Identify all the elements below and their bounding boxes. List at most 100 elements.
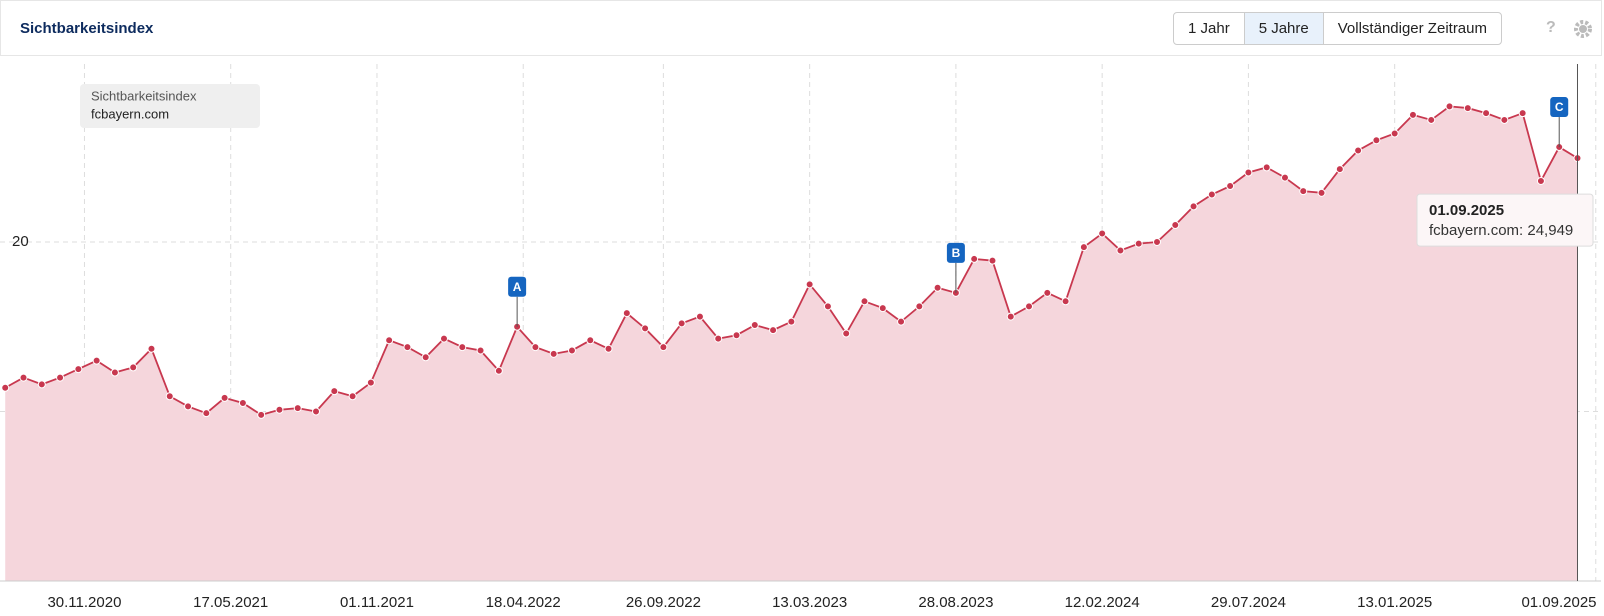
data-point <box>403 343 412 352</box>
data-point <box>293 404 302 413</box>
data-point <box>988 256 997 265</box>
data-point <box>439 334 448 343</box>
data-point <box>641 324 650 333</box>
data-point <box>659 343 668 352</box>
x-tick-label: 18.04.2022 <box>486 594 561 611</box>
data-point <box>421 353 430 362</box>
x-tick-label: 13.03.2023 <box>772 594 847 611</box>
data-point <box>878 304 887 313</box>
data-point <box>37 380 46 389</box>
legend-title: Sichtbarkeitsindex <box>91 88 197 103</box>
tooltip-text: fcbayern.com: 24,949 <box>1429 222 1573 239</box>
data-point <box>19 373 28 382</box>
data-point <box>348 392 357 401</box>
x-tick-label: 12.02.2024 <box>1065 594 1140 611</box>
data-point <box>1 383 10 392</box>
data-point <box>1025 302 1034 311</box>
data-point <box>714 334 723 343</box>
data-point <box>458 343 467 352</box>
data-point <box>1006 312 1015 321</box>
tooltip-title: 01.09.2025 <box>1429 202 1504 219</box>
data-point <box>1408 110 1417 119</box>
data-point <box>1189 202 1198 211</box>
data-point <box>1335 165 1344 174</box>
data-point <box>750 321 759 330</box>
data-point <box>549 349 558 358</box>
data-point <box>202 409 211 418</box>
data-point <box>1390 129 1399 138</box>
settings-icon[interactable] <box>1573 19 1593 39</box>
x-tick-label: 01.09.2025 <box>1521 594 1596 611</box>
data-point <box>860 297 869 306</box>
data-point <box>897 317 906 326</box>
data-point <box>1482 109 1491 118</box>
data-point <box>1354 146 1363 155</box>
data-point <box>787 317 796 326</box>
legend-entry: fcbayern.com <box>91 106 169 121</box>
range-button[interactable]: Vollständiger Zeitraum <box>1337 20 1487 37</box>
annotation-label: B <box>952 246 961 260</box>
data-point <box>129 363 138 372</box>
range-buttons: 1 Jahr 5 Jahre Vollständiger Zeitraum <box>1173 12 1502 45</box>
y-tick-label: 20 <box>12 233 29 250</box>
data-point <box>238 399 247 408</box>
data-point <box>165 392 174 401</box>
data-point <box>275 405 284 414</box>
data-point <box>622 309 631 318</box>
widget-title: Sichtbarkeitsindex <box>20 20 154 37</box>
data-point <box>1299 187 1308 196</box>
data-point <box>1244 168 1253 177</box>
data-point <box>1536 176 1545 185</box>
data-point <box>56 373 65 382</box>
data-point <box>732 331 741 340</box>
x-tick-label: 01.11.2021 <box>340 594 414 611</box>
data-point <box>494 366 503 375</box>
data-point <box>1500 115 1509 124</box>
tooltip-box <box>1416 193 1594 247</box>
data-point <box>1280 173 1289 182</box>
data-point <box>257 410 266 419</box>
data-point <box>1079 243 1088 252</box>
data-point <box>823 302 832 311</box>
annotation-label: C <box>1555 100 1564 114</box>
data-point <box>1463 104 1472 113</box>
data-point <box>92 356 101 365</box>
legend: Sichtbarkeitsindex fcbayern.com <box>80 84 260 128</box>
data-point <box>1207 190 1216 199</box>
data-point <box>604 344 613 353</box>
annotation-marker <box>508 276 527 297</box>
range-button[interactable]: 5 Jahre <box>1244 13 1324 44</box>
range-button[interactable]: 1 Jahr <box>1174 13 1245 44</box>
data-point <box>385 336 394 345</box>
data-point <box>970 254 979 263</box>
data-point <box>1153 237 1162 246</box>
data-point <box>1445 102 1454 111</box>
data-point <box>1226 182 1235 191</box>
data-point <box>74 365 83 374</box>
data-point <box>567 346 576 355</box>
x-tick-label: 26.09.2022 <box>626 594 701 611</box>
chart: 30.11.2020 17.05.2021 01.11.2021 18.04.2022… <box>0 64 1601 611</box>
data-point <box>1061 297 1070 306</box>
legend-box <box>80 84 260 128</box>
data-point <box>184 402 193 411</box>
data-point <box>915 302 924 311</box>
data-point <box>1098 229 1107 238</box>
data-point <box>677 319 686 328</box>
data-point <box>1262 163 1271 172</box>
header: Sichtbarkeitsindex 1 Jahr 5 Jahre Vollstän… <box>0 0 1602 56</box>
data-point <box>805 280 814 289</box>
data-point <box>769 326 778 335</box>
data-point <box>1518 109 1527 118</box>
data-point <box>1317 188 1326 197</box>
data-point <box>1171 221 1180 230</box>
x-tick-label: 29.07.2024 <box>1211 594 1286 611</box>
x-tick-label: 30.11.2020 <box>47 594 121 611</box>
data-point <box>220 393 229 402</box>
data-point <box>147 344 156 353</box>
data-point <box>1116 246 1125 255</box>
x-tick-label: 13.01.2025 <box>1357 594 1432 611</box>
annotation-label: A <box>513 280 522 294</box>
help-icon[interactable]: ? <box>1546 19 1556 36</box>
data-point <box>1043 288 1052 297</box>
